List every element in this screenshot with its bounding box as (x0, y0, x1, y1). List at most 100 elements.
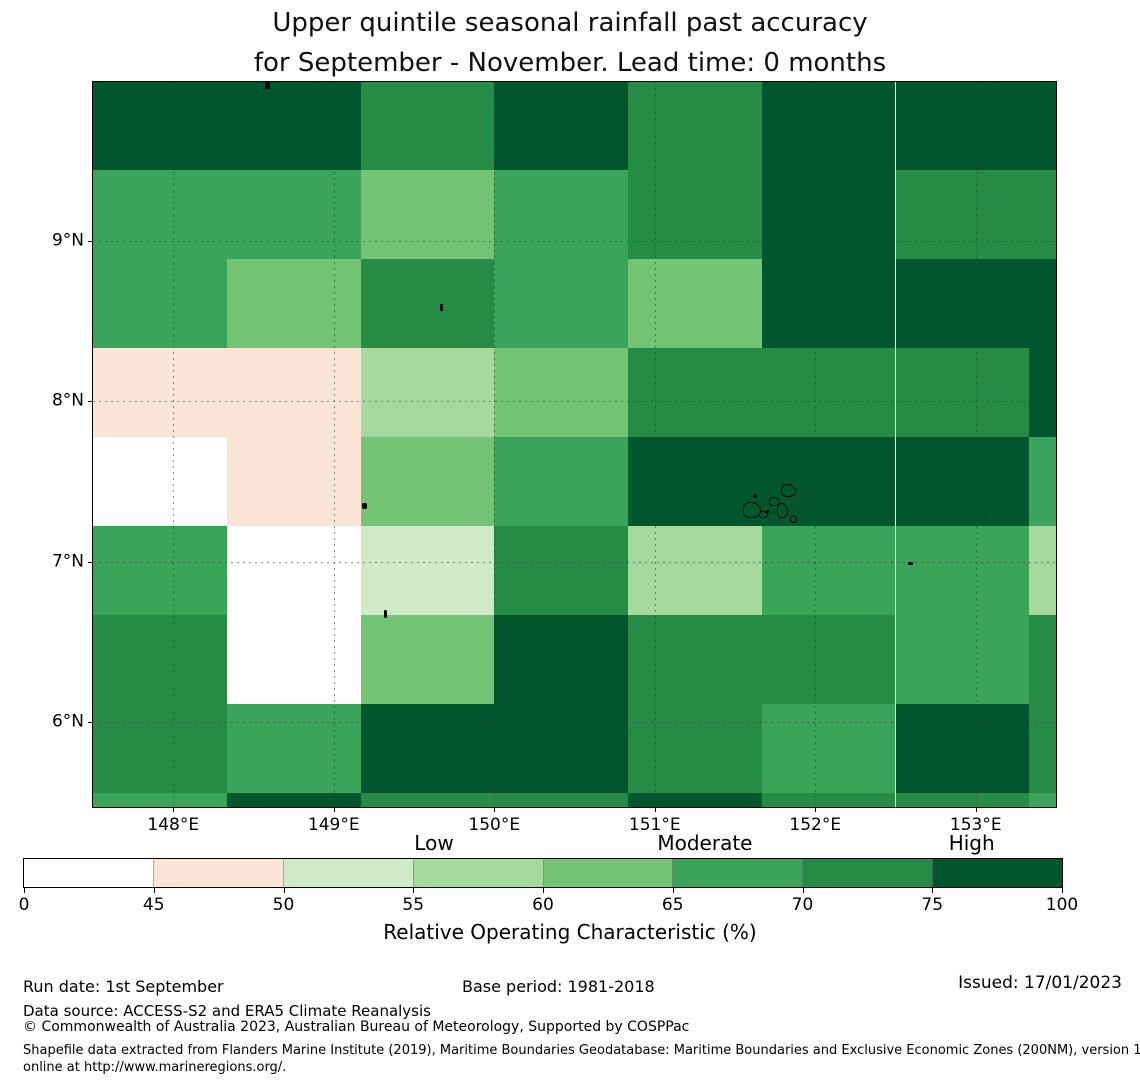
heatmap-cell (1029, 793, 1056, 807)
x-axis-tick (975, 807, 977, 812)
colorbar-category-label: High (948, 831, 995, 855)
heatmap-cell (627, 436, 762, 526)
heatmap-cell (895, 615, 1030, 705)
island-outline (440, 304, 443, 311)
heatmap-cell (761, 169, 896, 259)
chart-title-line1: Upper quintile seasonal rainfall past ac… (272, 8, 868, 38)
heatmap-cell (627, 615, 762, 705)
heatmap-cell (895, 436, 1030, 526)
x-axis-tick (333, 807, 335, 812)
heatmap-cell (226, 82, 361, 170)
meridian-gridline (173, 82, 175, 807)
colorbar-tick-label: 0 (18, 895, 30, 915)
island-outline (769, 497, 780, 506)
island-outline (265, 82, 270, 89)
heatmap-cell (93, 258, 227, 348)
colorbar-tick (1062, 887, 1063, 893)
heatmap-cell (627, 704, 762, 794)
y-axis-tick (88, 401, 93, 403)
heatmap-cell (761, 793, 896, 807)
colorbar-tick (802, 887, 804, 893)
heatmap-cell (761, 258, 896, 348)
heatmap-cell (226, 436, 361, 526)
y-axis-tick (88, 721, 93, 723)
heatmap-cell (226, 615, 361, 705)
shapefile-attribution-line2: online at http://www.marineregions.org/. (23, 1060, 287, 1075)
heatmap-cell (494, 169, 628, 259)
heatmap-cell (494, 793, 628, 807)
colorbar-tick-label: 75 (921, 895, 944, 915)
heatmap-cell (226, 704, 361, 794)
heatmap-cell (895, 793, 1030, 807)
heatmap-cell (360, 704, 495, 794)
heatmap-cell (226, 258, 361, 348)
y-axis-tick-label: 6°N (51, 711, 84, 732)
heatmap-cell (895, 169, 1030, 259)
x-axis-tick-label: 151°E (628, 815, 681, 835)
heatmap-cell (895, 82, 1030, 170)
meridian-gridline (333, 82, 335, 807)
heatmap-cell (895, 347, 1030, 437)
island-outline (781, 484, 796, 497)
heatmap-cell (93, 347, 227, 437)
colorbar-tick-label: 45 (142, 895, 165, 915)
heatmap-cell (895, 704, 1030, 794)
island-outline (777, 503, 788, 518)
heatmap-cell (494, 436, 628, 526)
map-heatmap-plot: 148°E 149°E 150°E 151°E 152°E 153°E 9°N 8°N 7°N 6… (52, 81, 1057, 835)
meridian-gridline (494, 82, 496, 807)
y-axis-tick-label: 9°N (51, 230, 84, 251)
heatmap-cell (360, 436, 495, 526)
colorbar-segment (24, 859, 153, 887)
heatmap-cell (360, 525, 495, 615)
colorbar-segment (542, 859, 673, 887)
chart-title-line2: for September - November. Lead time: 0 m… (253, 48, 887, 78)
heatmap-cell (93, 704, 227, 794)
colorbar-tick (283, 887, 285, 893)
colorbar-category-label: Low (414, 831, 454, 855)
heatmap-cell (1029, 169, 1056, 259)
heatmap-cell (93, 436, 227, 526)
base-period-text: Base period: 1981-2018 (462, 977, 655, 996)
colorbar-axis-label: Relative Operating Characteristic (%) (383, 920, 757, 944)
island-outline (362, 503, 367, 509)
colorbar-tick-label: 65 (661, 895, 684, 915)
x-axis-tick (173, 807, 175, 812)
heatmap-cell (93, 793, 227, 807)
heatmap-cell (360, 258, 495, 348)
heatmap-cell (627, 258, 762, 348)
x-axis-tick (494, 807, 496, 812)
colorbar-segment (672, 859, 803, 887)
island-outline (384, 610, 387, 618)
parallel-gridline (93, 561, 1056, 563)
x-axis-tick-label: 149°E (307, 815, 360, 835)
colorbar-segment (282, 859, 413, 887)
data-source-text: Data source: ACCESS-S2 and ERA5 Climate … (23, 1002, 431, 1020)
x-axis-tick-label: 152°E (789, 815, 842, 835)
meridian-gridline (975, 82, 977, 807)
y-axis-tick (88, 561, 93, 563)
colorbar-tick-label: 70 (791, 895, 814, 915)
heatmap-cell (761, 82, 896, 170)
heatmap-cell (1029, 82, 1056, 170)
meridian-gridline (654, 82, 656, 807)
heatmap-cell (1029, 258, 1056, 348)
heatmap-cell (494, 615, 628, 705)
colorbar-segment (932, 859, 1062, 887)
colorbar: 0 45 50 55 60 65 70 75 100 Low Moderate High (19, 831, 1079, 915)
colorbar-tick-label: 100 (1045, 895, 1079, 915)
island-outline (790, 515, 797, 523)
x-axis-tick (654, 807, 656, 812)
heatmap-cell (895, 258, 1030, 348)
x-axis-tick-label: 148°E (147, 815, 200, 835)
heatmap-cell (226, 347, 361, 437)
colorbar-segment (152, 859, 283, 887)
colorbar-tick-label: 55 (402, 895, 425, 915)
colorbar-tick (932, 887, 934, 893)
colorbar-tick-label: 50 (272, 895, 295, 915)
heatmap-cell (494, 704, 628, 794)
heatmap-cell (627, 347, 762, 437)
colorbar-tick (153, 887, 155, 893)
colorbar-segment (802, 859, 933, 887)
